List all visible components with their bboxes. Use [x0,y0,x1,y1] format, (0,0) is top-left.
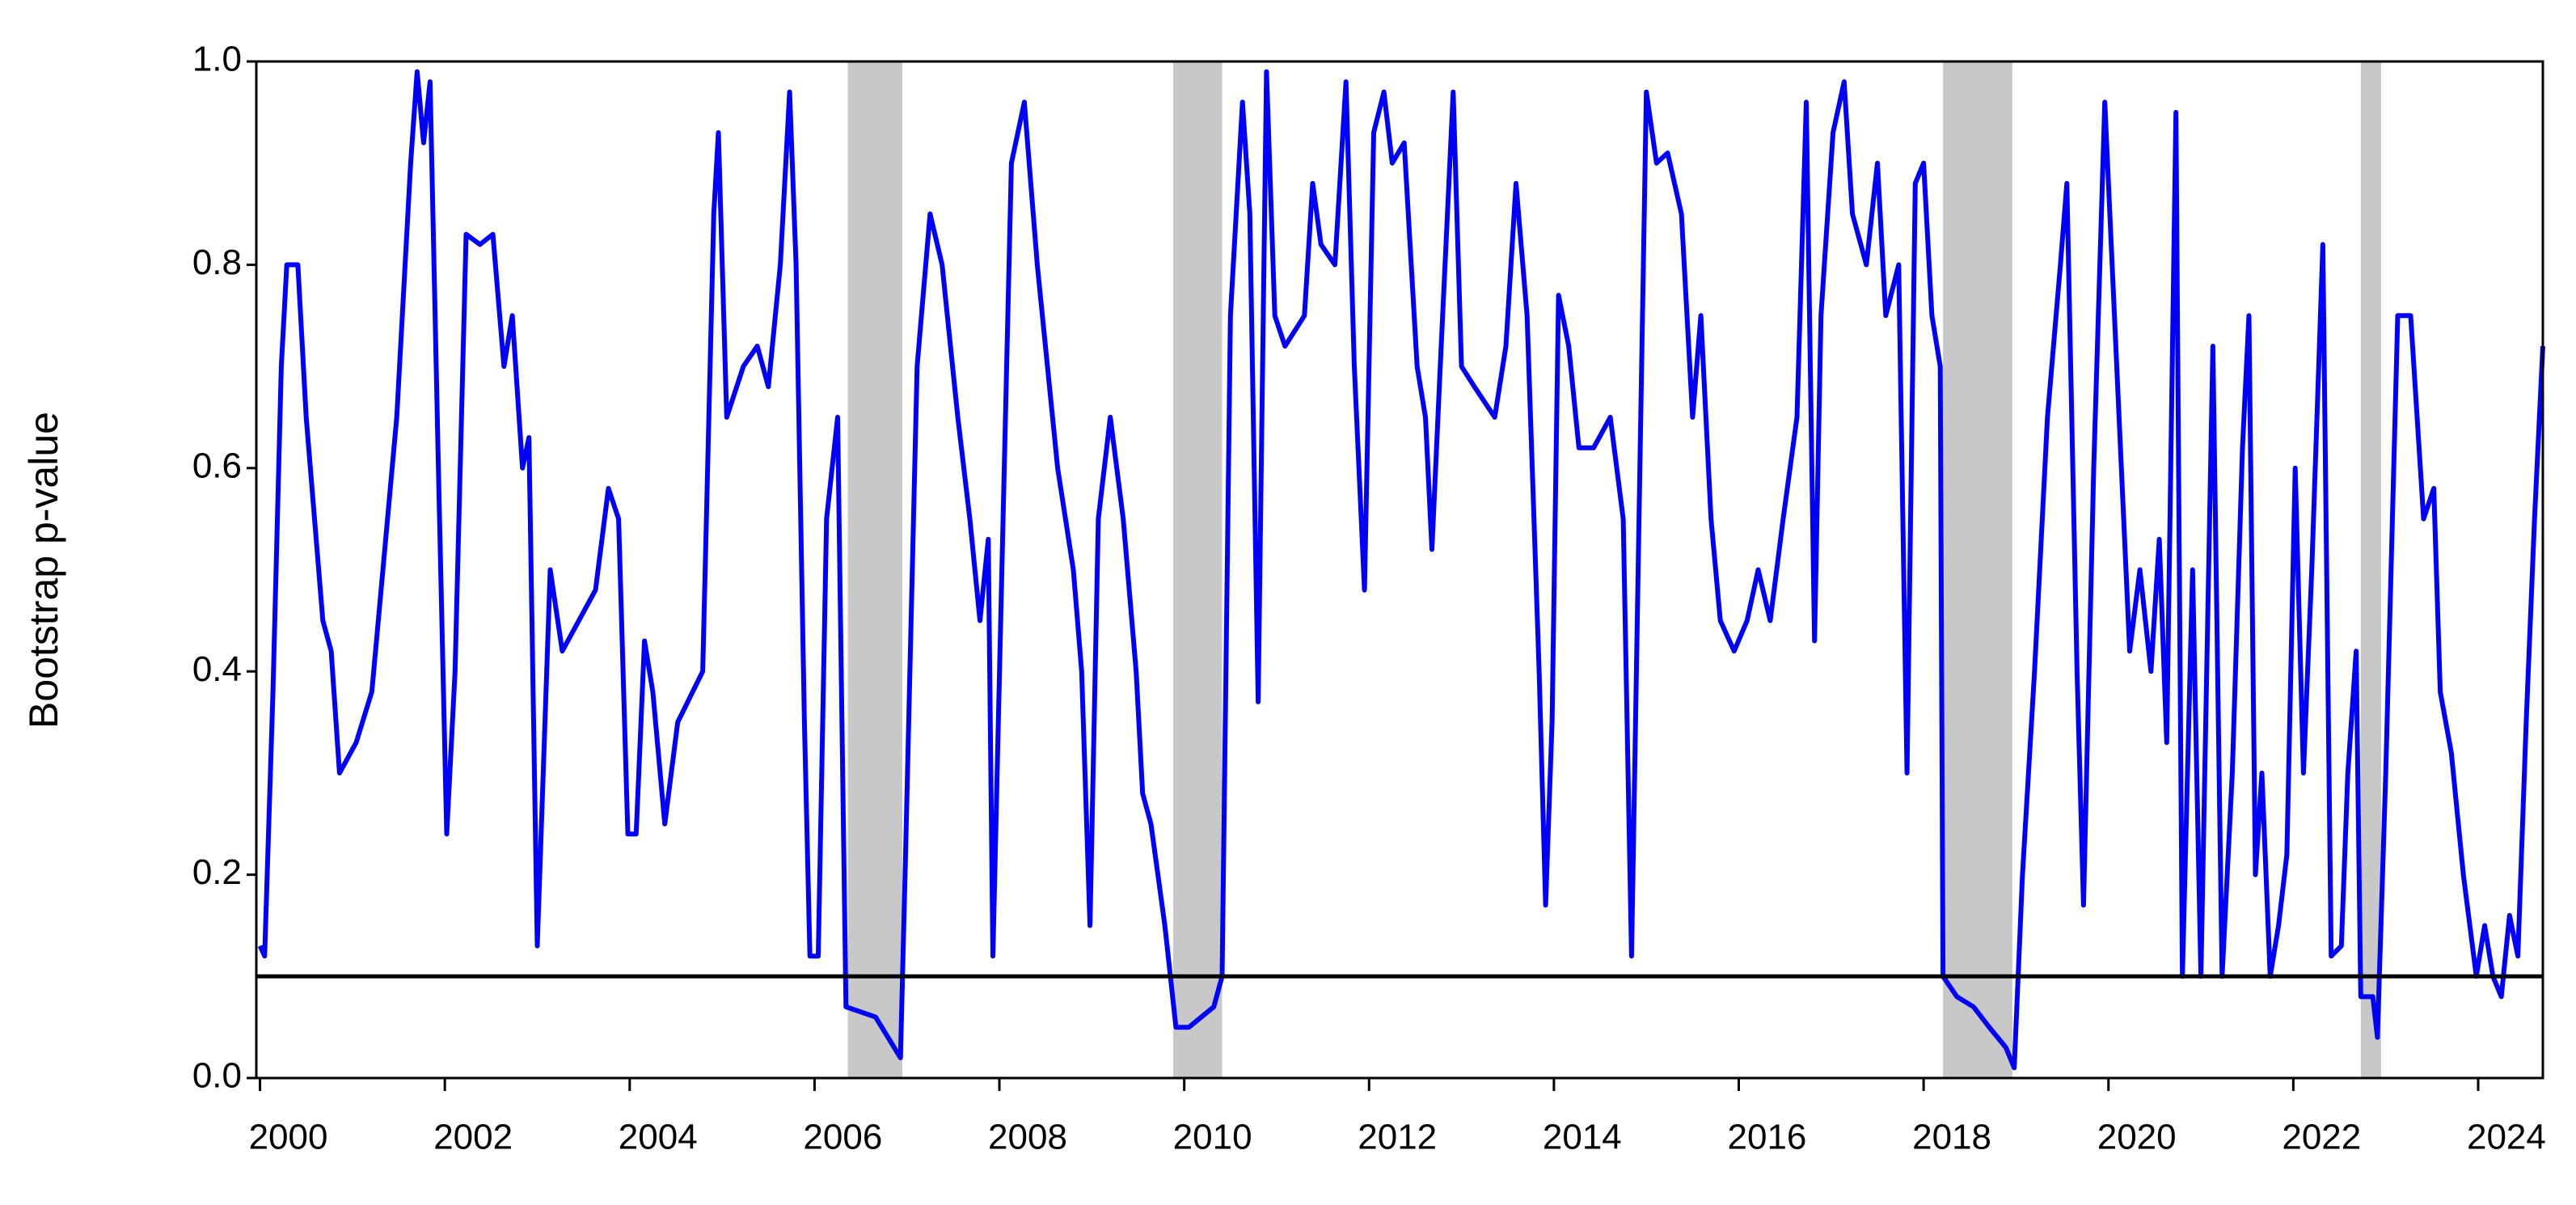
x-tick-label: 2024 [2467,1118,2546,1157]
x-tick-label: 2016 [1728,1118,1807,1157]
y-tick-label: 1.0 [192,40,242,79]
x-tick-label: 2002 [433,1118,513,1157]
shaded-region [847,61,903,1078]
x-tick-label: 2022 [2282,1118,2361,1157]
shaded-region [1943,61,2012,1078]
x-tick-label: 2008 [988,1118,1067,1157]
y-tick-label: 0.4 [192,649,242,689]
y-tick-label: 0.6 [192,446,242,485]
y-tick-label: 0.8 [192,243,242,282]
x-tick-label: 2004 [619,1118,698,1157]
shaded-region [2360,61,2381,1078]
x-tick-label: 2010 [1173,1118,1252,1157]
y-tick-label: 0.0 [192,1056,242,1096]
y-axis-label: Bootstrap p-value [21,412,66,729]
x-tick-label: 2018 [1912,1118,1991,1157]
plot-frame [255,60,2544,1080]
x-tick-label: 2000 [249,1118,328,1157]
shaded-region [1172,61,1223,1078]
y-tick-label: 0.2 [192,852,242,892]
x-tick-label: 2012 [1358,1118,1437,1157]
x-tick-label: 2006 [803,1118,882,1157]
x-tick-label: 2020 [2097,1118,2177,1157]
data-line [257,69,2545,1071]
x-tick-label: 2014 [1543,1118,1622,1157]
